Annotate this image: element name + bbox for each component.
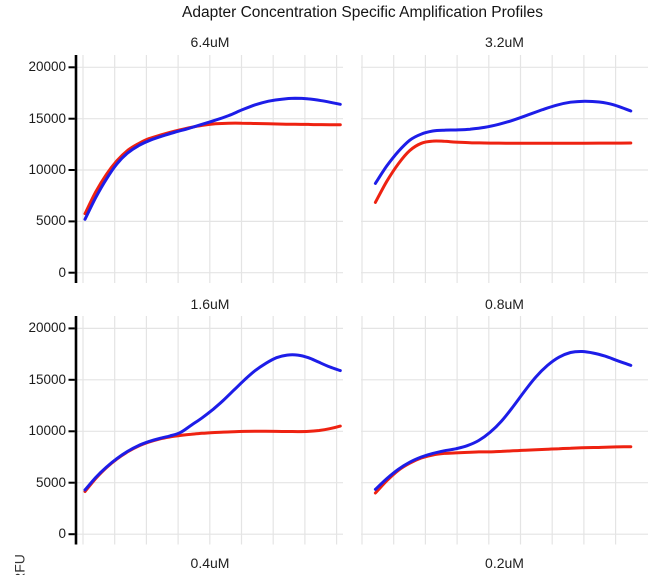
series-line-red [373,445,633,495]
series-line-blue [373,349,633,491]
y-tick-label: 15000 [28,110,66,126]
series-line-red [83,121,342,216]
series-line-blue [83,96,342,221]
facet-label-0-4um: 0.4uM [190,555,230,571]
chart-title: Adapter Concentration Specific Amplifica… [182,4,543,21]
series-line-blue [83,353,342,492]
y-tick-label: 5000 [35,213,66,229]
y-tick-label: 15000 [28,371,66,387]
y-tick-label: 0 [58,526,66,542]
y-tick-label: 10000 [28,162,66,178]
y-tick-label: 0 [58,264,66,280]
series-line-red [373,139,633,204]
facet-label-0-2um: 0.2uM [485,555,524,571]
facet-label-1-6um: 1.6uM [190,296,230,312]
y-tick-label: 20000 [28,320,66,336]
series-line-blue [373,99,633,185]
facet-label-6-4um: 6.4uM [190,34,230,50]
y-tick-label: 5000 [35,474,66,490]
facet-label-3-2um: 3.2uM [485,34,524,50]
series-line-red [83,424,342,493]
y-tick-label: 20000 [28,59,66,75]
y-tick-label: 10000 [28,423,66,439]
facet-label-0-8um: 0.8uM [485,296,524,312]
